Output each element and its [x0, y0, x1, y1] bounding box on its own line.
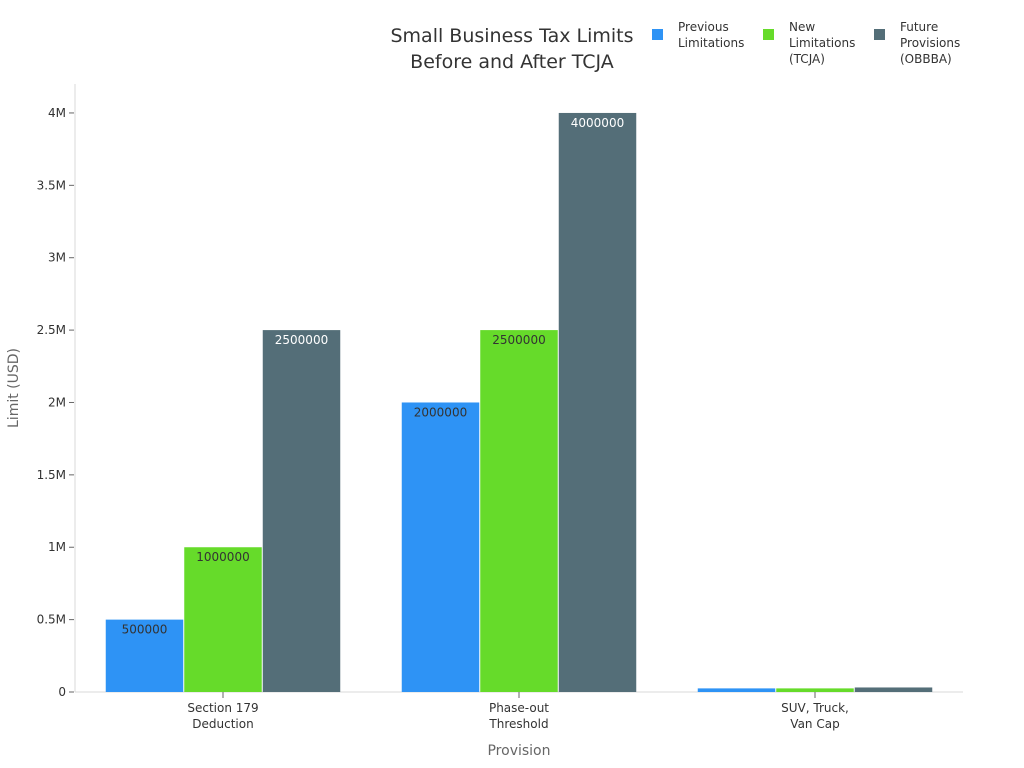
- legend-label: Provisions: [900, 36, 960, 50]
- chart-title-line-2: Before and After TCJA: [410, 51, 614, 73]
- axes: 0 0.5M 1M 1.5M 2M 2.5M 3M 3.5M 4M Section 179 Dedu…: [37, 84, 963, 731]
- legend-swatch: [652, 29, 663, 40]
- chart-title-line-1: Small Business Tax Limits: [390, 25, 633, 47]
- legend-swatch: [874, 29, 885, 40]
- y-tick-label: 4M: [48, 106, 66, 120]
- bar: [480, 330, 558, 692]
- y-tick-label: 0: [58, 685, 66, 699]
- bar: [105, 619, 184, 692]
- bar: [776, 688, 854, 692]
- legend-label: Previous: [678, 20, 729, 34]
- bar: [184, 547, 262, 692]
- y-axis-title: Limit (USD): [6, 348, 22, 428]
- x-tick-label: Deduction: [192, 717, 253, 731]
- x-tick-label: Van Cap: [790, 717, 839, 731]
- legend-label: New: [789, 20, 815, 34]
- y-tick-label: 3M: [48, 251, 66, 265]
- bar: [262, 330, 341, 692]
- legend-label: (TCJA): [789, 52, 825, 66]
- legend-label: Future: [900, 20, 938, 34]
- y-axis-title-group: Limit (USD): [6, 348, 22, 428]
- y-tick-label: 3.5M: [37, 178, 66, 192]
- bar-data-label: 2500000: [492, 333, 545, 347]
- x-tick-label: Threshold: [488, 717, 548, 731]
- y-tick-label: 2.5M: [37, 323, 66, 337]
- bar-data-label: 2000000: [414, 405, 467, 419]
- legend-label: Limitations: [678, 36, 744, 50]
- bar-data-label: 1000000: [196, 550, 249, 564]
- bar-data-label: 4000000: [571, 116, 624, 130]
- y-tick-label: 1.5M: [37, 468, 66, 482]
- x-tick-label: Section 179: [187, 701, 258, 715]
- bar-data-label: 2500000: [275, 333, 328, 347]
- y-tick-label: 2M: [48, 395, 66, 409]
- bars: [105, 112, 933, 692]
- bar-data-label: 500000: [122, 623, 168, 637]
- bar-labels: 500000 1000000 2500000 2000000 2500000 400000…: [122, 116, 625, 637]
- bar: [854, 687, 933, 692]
- y-tick-label: 1M: [48, 540, 66, 554]
- y-tick-label: 0.5M: [37, 613, 66, 627]
- chart-title: Small Business Tax Limits Before and Aft…: [390, 25, 633, 73]
- legend-label: Limitations: [789, 36, 855, 50]
- bar: [558, 112, 637, 692]
- x-tick-label: Phase-out: [489, 701, 549, 715]
- bar: [697, 688, 776, 692]
- x-axis-title: Provision: [487, 743, 550, 759]
- x-tick-label: SUV, Truck,: [781, 701, 849, 715]
- legend-swatch: [763, 29, 774, 40]
- legend-label: (OBBBA): [900, 52, 952, 66]
- bar: [401, 402, 480, 692]
- legend: Previous Limitations New Limitations (TCJA) F…: [652, 20, 960, 66]
